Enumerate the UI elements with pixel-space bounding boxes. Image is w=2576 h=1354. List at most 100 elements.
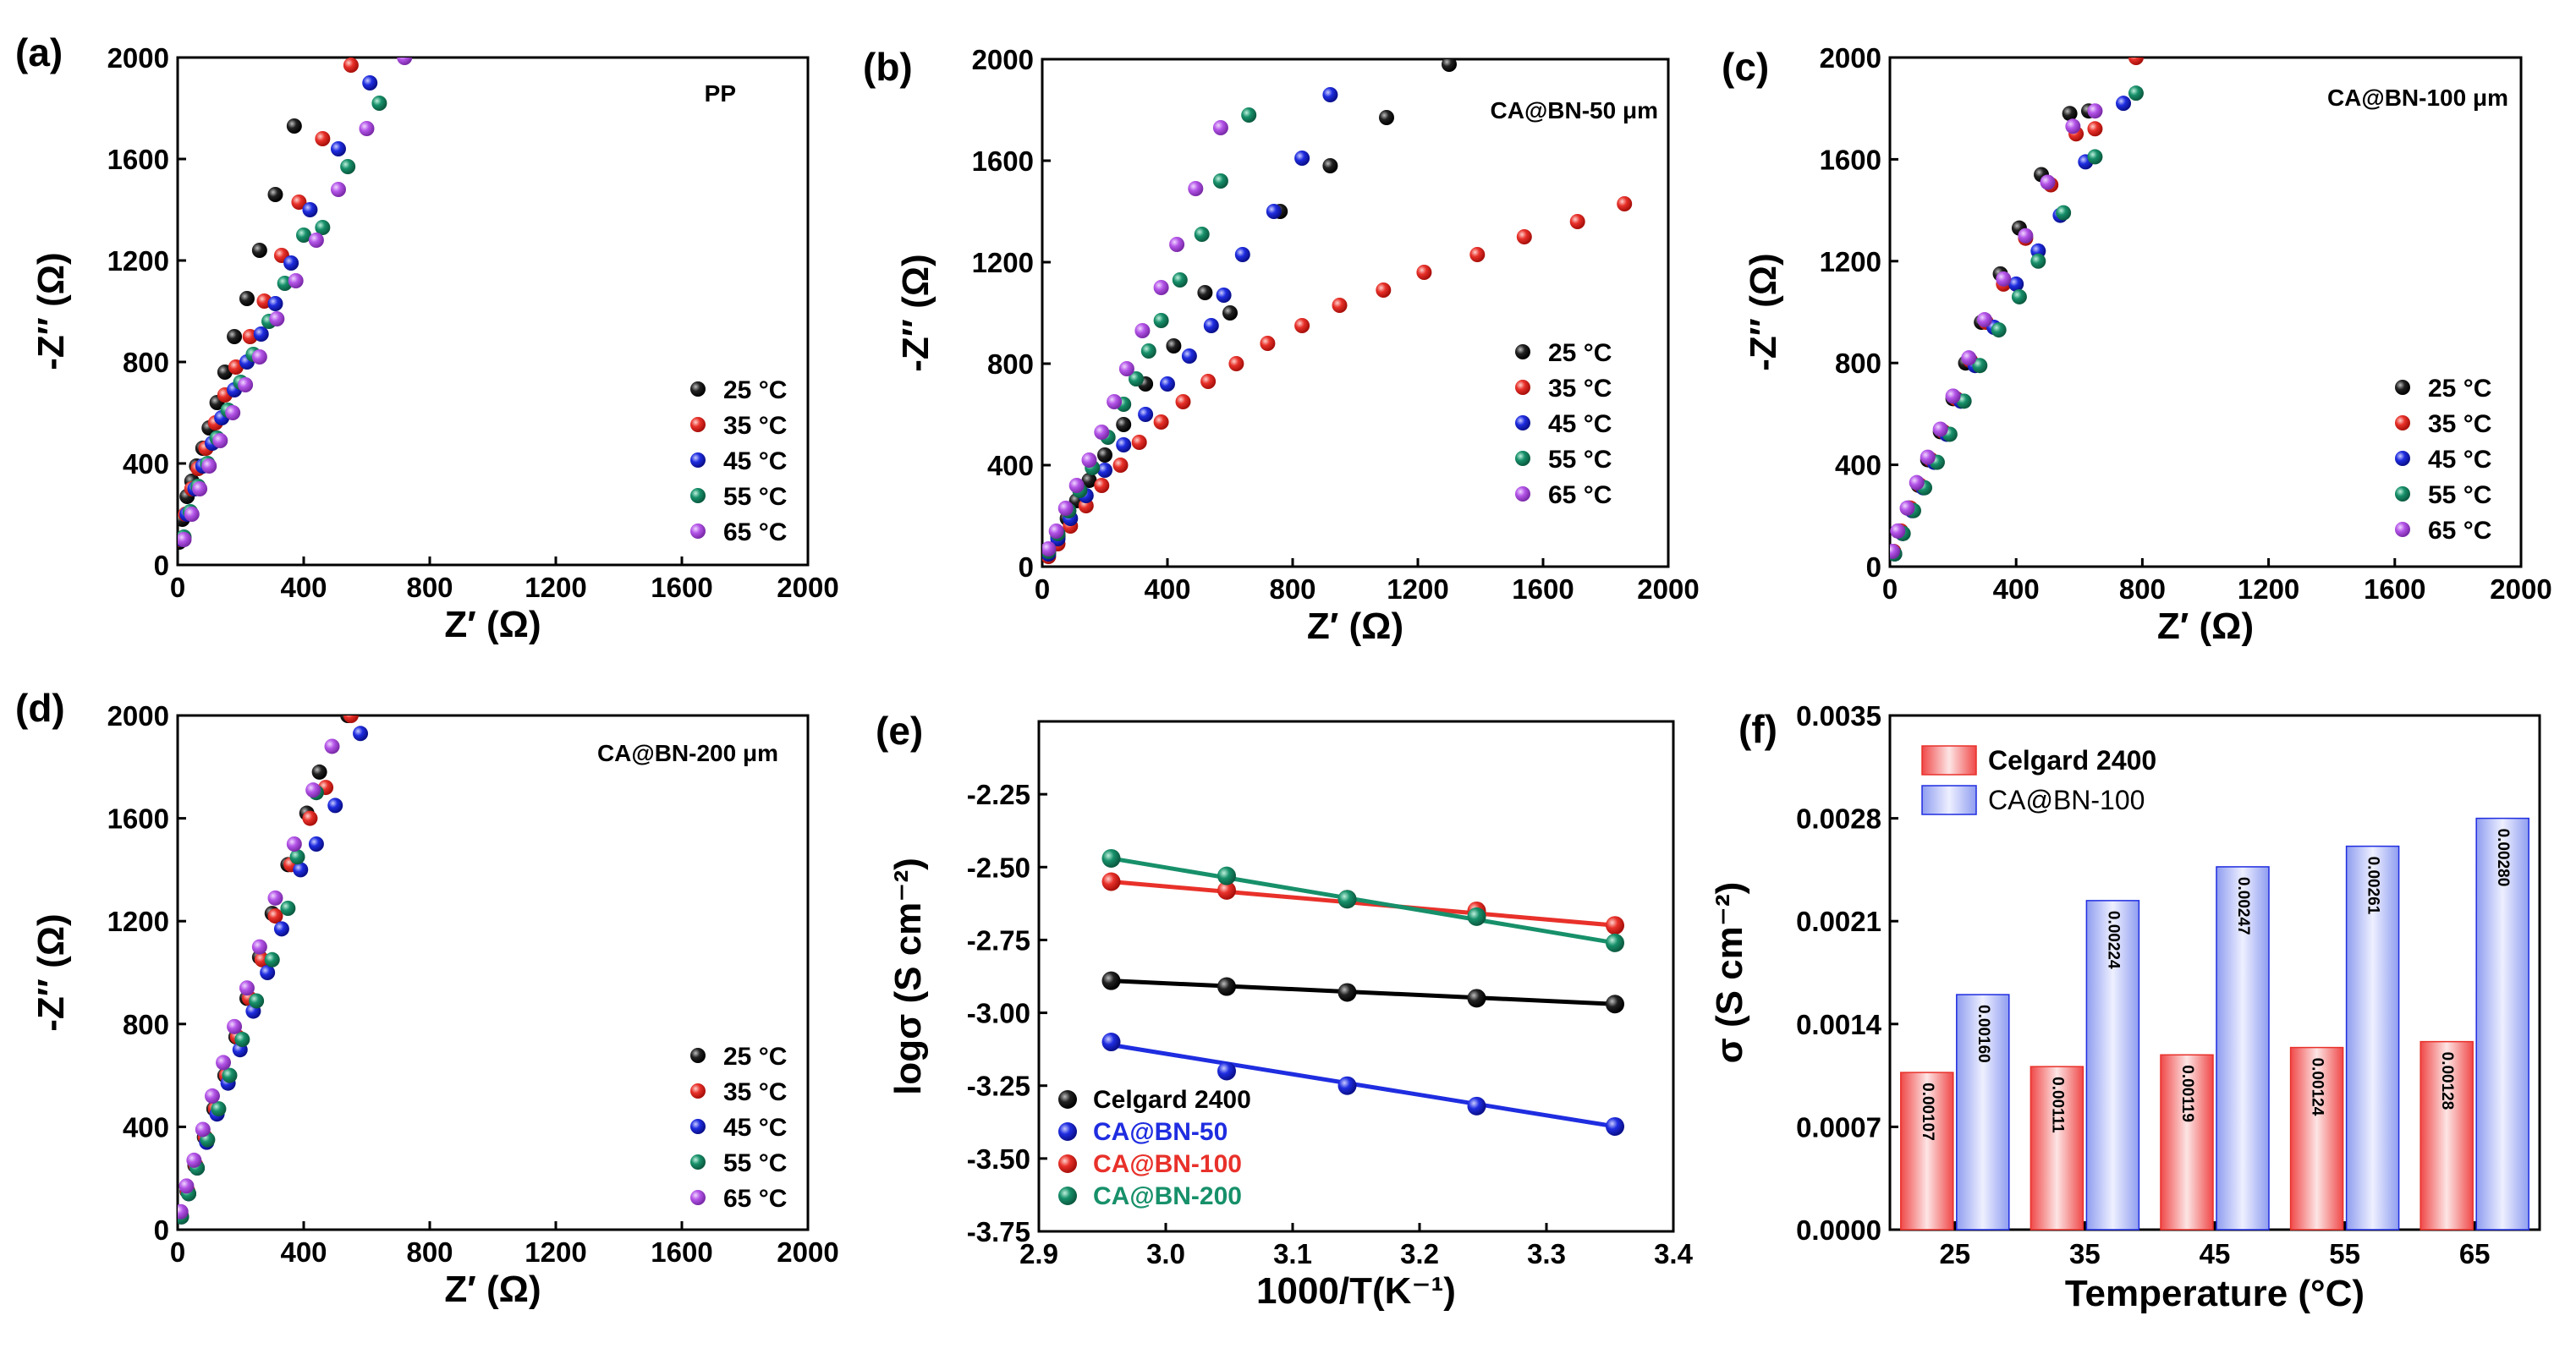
data-point bbox=[343, 715, 359, 723]
data-point bbox=[1228, 356, 1244, 371]
legend-label: CA@BN-100 bbox=[1093, 1150, 1242, 1178]
x-tick-label: 2000 bbox=[777, 572, 838, 603]
data-point bbox=[302, 810, 318, 826]
x-tick-label: 1200 bbox=[525, 1236, 586, 1268]
data-point bbox=[1332, 298, 1348, 313]
y-axis-title: -Z″ (Ω) bbox=[1743, 253, 1784, 370]
data-point bbox=[195, 1121, 211, 1137]
data-point bbox=[1337, 890, 1357, 909]
data-point bbox=[1467, 1096, 1486, 1116]
data-point bbox=[1337, 983, 1357, 1002]
y-tick-label: 2000 bbox=[107, 700, 169, 732]
x-tick-label: 1600 bbox=[2364, 573, 2425, 605]
data-point bbox=[1097, 463, 1112, 478]
legend-label: 45 °C bbox=[723, 447, 787, 475]
data-point bbox=[267, 296, 283, 311]
data-point bbox=[1920, 449, 1936, 465]
x-tick-label: 800 bbox=[2119, 573, 2166, 605]
legend-swatch bbox=[1921, 745, 1977, 776]
data-point bbox=[1116, 417, 1132, 432]
data-point bbox=[1606, 933, 1624, 952]
data-point bbox=[1617, 196, 1633, 211]
y-tick-label: 2000 bbox=[107, 42, 169, 74]
y-tick-label: -2.75 bbox=[967, 924, 1030, 956]
data-point bbox=[2056, 205, 2072, 221]
bar-value-label: 0.00124 bbox=[2309, 1058, 2326, 1116]
legend-marker bbox=[2395, 415, 2410, 430]
data-point bbox=[178, 532, 192, 547]
data-point bbox=[178, 1203, 189, 1220]
data-point bbox=[2116, 96, 2132, 112]
x-tick-label: 800 bbox=[406, 1236, 453, 1268]
legend-label: 55 °C bbox=[723, 1149, 787, 1177]
data-point bbox=[1467, 989, 1486, 1008]
data-point bbox=[1932, 421, 1948, 437]
data-point bbox=[1909, 474, 1925, 491]
data-point bbox=[186, 1152, 202, 1168]
data-point bbox=[1153, 414, 1169, 430]
y-tick-label: -3.00 bbox=[967, 998, 1030, 1029]
data-point bbox=[291, 195, 307, 210]
y-tick-label: 0 bbox=[1866, 551, 1881, 583]
y-tick-label: 2000 bbox=[972, 44, 1034, 75]
y-tick-label: 0.0014 bbox=[1796, 1009, 1882, 1040]
data-point bbox=[227, 1018, 243, 1034]
legend-marker bbox=[1515, 344, 1530, 359]
y-axis-title: -Z″ (Ω) bbox=[30, 252, 72, 370]
data-layer bbox=[1042, 59, 1633, 564]
data-point bbox=[340, 159, 356, 174]
data-point bbox=[1890, 543, 1900, 559]
legend-label: 25 °C bbox=[1548, 339, 1612, 367]
x-tick-label: 3.4 bbox=[1654, 1238, 1694, 1269]
bar-value-label: 0.00119 bbox=[2178, 1065, 2196, 1122]
x-axis-title: 1000/T(K⁻¹) bbox=[1256, 1270, 1456, 1312]
data-point bbox=[2128, 58, 2144, 65]
data-point bbox=[2087, 121, 2103, 137]
data-point bbox=[1294, 318, 1310, 333]
data-point bbox=[1216, 288, 1232, 303]
legend-label: 55 °C bbox=[1548, 446, 1612, 474]
data-point bbox=[1068, 478, 1085, 493]
legend-marker bbox=[690, 524, 706, 539]
legend-marker bbox=[2395, 451, 2410, 466]
legend-marker bbox=[690, 1083, 706, 1099]
panel-e: (e) 2.9 3.0 3.1 3.2 3.3 3.4 -3.75 -3.50 -3.25 -3.0… bbox=[876, 709, 1694, 1312]
panel-b: (b) 0 400 800 1200 1600 2000 0 400 800 1200 1600 200… bbox=[863, 44, 1700, 647]
x-tick-label: 0 bbox=[1882, 573, 1898, 605]
legend-label: 25 °C bbox=[723, 376, 787, 404]
panel-letter: (d) bbox=[15, 686, 65, 730]
data-point bbox=[1081, 452, 1097, 468]
data-point bbox=[1131, 435, 1147, 450]
y-tick-label: 0.0021 bbox=[1796, 906, 1881, 937]
x-tick-label: 3.2 bbox=[1400, 1238, 1439, 1269]
data-point bbox=[1294, 151, 1310, 166]
fit-line bbox=[1111, 978, 1616, 1006]
x-tick-label: 1600 bbox=[1512, 573, 1574, 605]
data-point bbox=[1337, 1076, 1357, 1095]
data-point bbox=[353, 726, 369, 742]
bar bbox=[2475, 817, 2529, 1231]
data-point bbox=[1194, 227, 1210, 242]
data-point bbox=[1469, 247, 1486, 262]
legend-label: 35 °C bbox=[723, 1078, 787, 1106]
legend-marker bbox=[690, 452, 706, 468]
data-point bbox=[1140, 343, 1156, 359]
data-point bbox=[1212, 173, 1228, 189]
data-point bbox=[1322, 158, 1338, 173]
x-tick-label: 800 bbox=[406, 572, 453, 603]
panel-letter: (e) bbox=[876, 709, 923, 753]
y-tick-label: 1200 bbox=[1820, 246, 1881, 277]
data-point bbox=[343, 58, 359, 73]
y-tick-label: 0.0007 bbox=[1796, 1111, 1881, 1143]
data-point bbox=[269, 311, 285, 326]
data-point bbox=[234, 1032, 250, 1048]
bar-value-label: 0.00280 bbox=[2494, 829, 2512, 887]
data-point bbox=[2030, 253, 2046, 269]
data-point bbox=[1200, 374, 1217, 389]
y-tick-label: 2000 bbox=[1820, 42, 1881, 74]
data-point bbox=[1991, 322, 2007, 338]
bar bbox=[2419, 1040, 2474, 1231]
data-layer bbox=[1101, 848, 1624, 1136]
data-point bbox=[1976, 312, 1992, 328]
panel-c: (c) 0 400 800 1200 1600 2000 0 400 800 1200 1600 200… bbox=[1722, 42, 2552, 647]
